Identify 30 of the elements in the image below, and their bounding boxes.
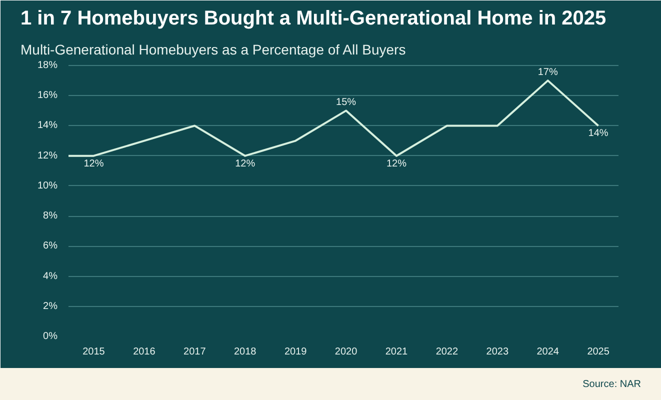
x-tick-label: 2023 (486, 346, 509, 358)
data-label: 12% (386, 158, 407, 170)
x-tick-label: 2024 (536, 346, 560, 358)
x-tick-label: 2025 (587, 346, 610, 358)
y-tick-label: 8% (43, 210, 58, 222)
y-tick-label: 2% (43, 300, 58, 312)
y-tick-label: 16% (37, 90, 58, 102)
x-tick-label: 2020 (334, 346, 358, 358)
chart-subtitle: Multi-Generational Homebuyers as a Percentage of All Buyers (20, 42, 406, 58)
y-tick-label: 12% (37, 150, 58, 162)
x-tick-label: 2015 (82, 346, 106, 358)
data-label: 12% (235, 158, 256, 170)
x-tick-label: 2016 (133, 346, 156, 358)
data-label: 15% (336, 97, 356, 108)
data-label: 12% (84, 158, 104, 170)
x-tick-label: 2018 (234, 346, 257, 358)
y-tick-label: 0% (43, 331, 58, 342)
x-tick-label: 2022 (436, 346, 458, 358)
y-tick-label: 4% (43, 270, 58, 282)
y-tick-label: 18% (37, 60, 58, 72)
chart-title: 1 in 7 Homebuyers Bought a Multi-Generational Home in 2025 (20, 8, 606, 30)
data-label: 17% (538, 67, 558, 78)
y-tick-label: 6% (43, 240, 58, 252)
y-tick-label: 10% (37, 180, 58, 192)
x-tick-label: 2019 (284, 346, 308, 358)
x-tick-label: 2017 (184, 346, 206, 358)
data-label: 14% (588, 128, 608, 140)
x-tick-label: 2021 (385, 346, 408, 358)
y-tick-label: 14% (37, 120, 58, 132)
source-note: Source: NAR (582, 378, 641, 392)
